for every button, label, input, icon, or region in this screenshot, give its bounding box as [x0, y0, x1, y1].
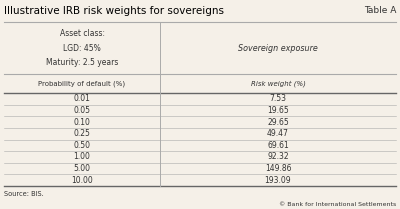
- Text: 19.65: 19.65: [267, 106, 289, 115]
- Text: 92.32: 92.32: [267, 152, 289, 161]
- Text: Maturity: 2.5 years: Maturity: 2.5 years: [46, 58, 118, 67]
- Text: © Bank for International Settlements: © Bank for International Settlements: [279, 202, 396, 207]
- Text: 0.01: 0.01: [74, 94, 90, 103]
- Text: 0.05: 0.05: [74, 106, 90, 115]
- Text: Risk weight (%): Risk weight (%): [250, 80, 306, 87]
- Text: 1.00: 1.00: [74, 152, 90, 161]
- Text: 49.47: 49.47: [267, 129, 289, 138]
- Text: Table A: Table A: [364, 6, 396, 15]
- Text: Illustrative IRB risk weights for sovereigns: Illustrative IRB risk weights for sovere…: [4, 6, 224, 16]
- Text: 0.50: 0.50: [74, 141, 90, 150]
- Text: 193.09: 193.09: [265, 176, 291, 185]
- Text: 10.00: 10.00: [71, 176, 93, 185]
- Text: 0.25: 0.25: [74, 129, 90, 138]
- Text: 0.10: 0.10: [74, 118, 90, 127]
- Text: Source: BIS.: Source: BIS.: [4, 191, 44, 197]
- Text: 7.53: 7.53: [270, 94, 286, 103]
- Text: LGD: 45%: LGD: 45%: [63, 43, 101, 53]
- Text: 29.65: 29.65: [267, 118, 289, 127]
- Text: Probability of default (%): Probability of default (%): [38, 80, 126, 87]
- Text: Asset class:: Asset class:: [60, 29, 104, 38]
- Text: 5.00: 5.00: [74, 164, 90, 173]
- Text: Sovereign exposure: Sovereign exposure: [238, 43, 318, 53]
- Text: 69.61: 69.61: [267, 141, 289, 150]
- Text: 149.86: 149.86: [265, 164, 291, 173]
